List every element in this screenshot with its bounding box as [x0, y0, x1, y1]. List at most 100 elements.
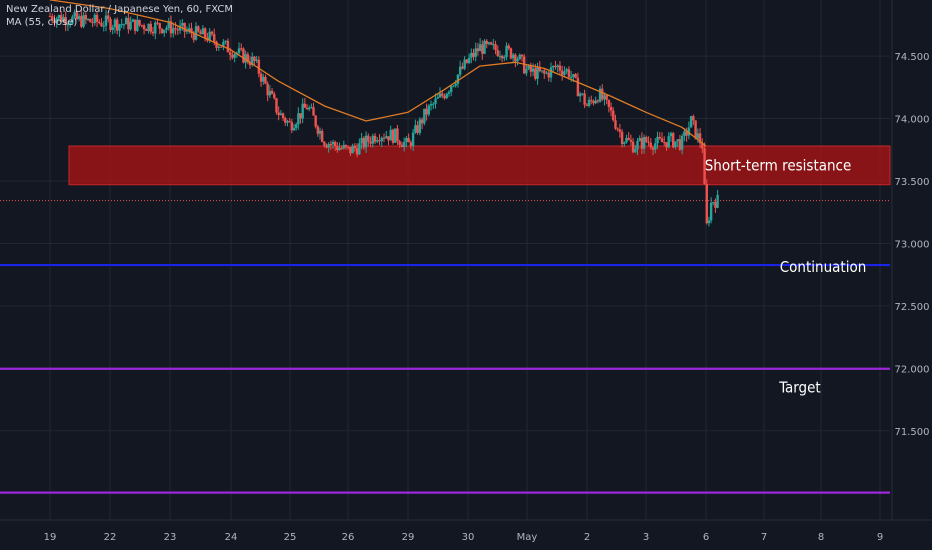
candle-body [277, 112, 280, 116]
chart-grid [0, 0, 890, 520]
time-tick-label: 2 [584, 532, 590, 543]
candle-body [665, 142, 668, 148]
candle-body [514, 54, 517, 62]
candle-body [178, 25, 182, 31]
candle-body [463, 59, 466, 69]
price-tick-label: 72.000 [895, 364, 930, 375]
candle-body [387, 136, 390, 141]
time-tick-label: 30 [462, 532, 475, 543]
candle-body [554, 65, 557, 68]
candle-body [140, 25, 144, 27]
chart-legend: New Zealand Dollar / Japanese Yen, 60, F… [6, 3, 233, 29]
candle-body [620, 131, 624, 144]
candle-body [694, 120, 697, 139]
candle-body [242, 48, 245, 63]
continuation-label: Continuation [780, 258, 867, 276]
candle-body [420, 119, 424, 124]
candle-body [64, 17, 67, 26]
candle-body [231, 54, 234, 58]
candle-body [583, 93, 586, 105]
candle-body [667, 136, 670, 148]
candle-body [185, 30, 189, 32]
candle-body [51, 16, 54, 21]
candle-body [398, 141, 401, 145]
candle-body [525, 68, 528, 74]
candle-body [268, 90, 272, 96]
candle-body [325, 145, 328, 148]
candle-body [538, 66, 541, 72]
candle-body [77, 16, 81, 20]
candle-body [219, 46, 223, 48]
price-tick-label: 73.500 [895, 177, 930, 188]
candle-body [634, 149, 637, 153]
candle-body [503, 57, 506, 59]
time-axis[interactable]: 19 22 23 24 25 26 29 30 May 2 3 6 7 8 9 [0, 519, 932, 543]
time-tick-label: 7 [761, 532, 767, 543]
candle-body [563, 71, 566, 75]
candle-body [394, 128, 397, 143]
candle-body [136, 19, 139, 31]
candle-body [672, 133, 675, 148]
candle-body [607, 99, 611, 107]
candle-body [104, 15, 108, 26]
candle-body [425, 108, 428, 115]
candle-body [396, 128, 399, 142]
candle-body [251, 56, 254, 66]
candle-body [438, 93, 442, 98]
candle-body [601, 88, 604, 100]
candle-body [299, 113, 302, 119]
candle-body [320, 130, 324, 142]
candle-body [333, 141, 337, 147]
candle-body [102, 25, 105, 27]
candle-body [441, 93, 444, 96]
candle-body [367, 135, 370, 142]
candle-body [172, 28, 175, 34]
candle-body [138, 19, 141, 26]
candle-body [712, 202, 715, 204]
candle-body [623, 142, 626, 144]
candle-body [616, 128, 619, 130]
resistance-zone-layer: Short-term resistance [68, 145, 891, 186]
candle-body [658, 136, 661, 139]
candle-body [160, 28, 164, 34]
candle-body [660, 138, 664, 143]
candle-body [344, 145, 348, 147]
candle-body [318, 130, 322, 134]
candle-body [640, 138, 644, 149]
candle-body [716, 194, 719, 208]
candle-body [279, 113, 283, 116]
price-axis[interactable]: 74.500 74.000 73.500 73.000 72.500 72.000 71.5… [891, 0, 932, 550]
candle-body [489, 42, 493, 45]
candle-body [266, 83, 269, 96]
candle-body [689, 116, 693, 128]
candle-body [210, 31, 214, 35]
candle-body [692, 116, 695, 121]
candle-body [376, 140, 379, 142]
candle-body [618, 129, 622, 132]
candle-body [631, 141, 635, 153]
candle-body [405, 137, 408, 142]
candle-body [100, 22, 103, 27]
candle-body [625, 137, 628, 143]
candle-body [329, 144, 333, 146]
candle-body [669, 133, 673, 137]
candle-body [483, 40, 486, 54]
candle-body [382, 137, 386, 139]
candle-body [116, 19, 119, 31]
candle-body [129, 21, 132, 30]
candle-body [217, 46, 220, 48]
candle-body [389, 129, 392, 141]
symbol-title: New Zealand Dollar / Japanese Yen, 60, F… [6, 4, 234, 15]
candle-body [327, 144, 330, 148]
candle-body [402, 141, 406, 148]
candle-body [629, 139, 633, 142]
candle-body [71, 16, 74, 24]
price-tick-label: 74.500 [895, 52, 930, 63]
candle-body [520, 54, 524, 57]
candle-body [93, 14, 96, 23]
candle-body [259, 73, 263, 82]
candle-body [447, 91, 451, 94]
candle-body [174, 28, 177, 30]
time-tick-label: 3 [643, 532, 649, 543]
